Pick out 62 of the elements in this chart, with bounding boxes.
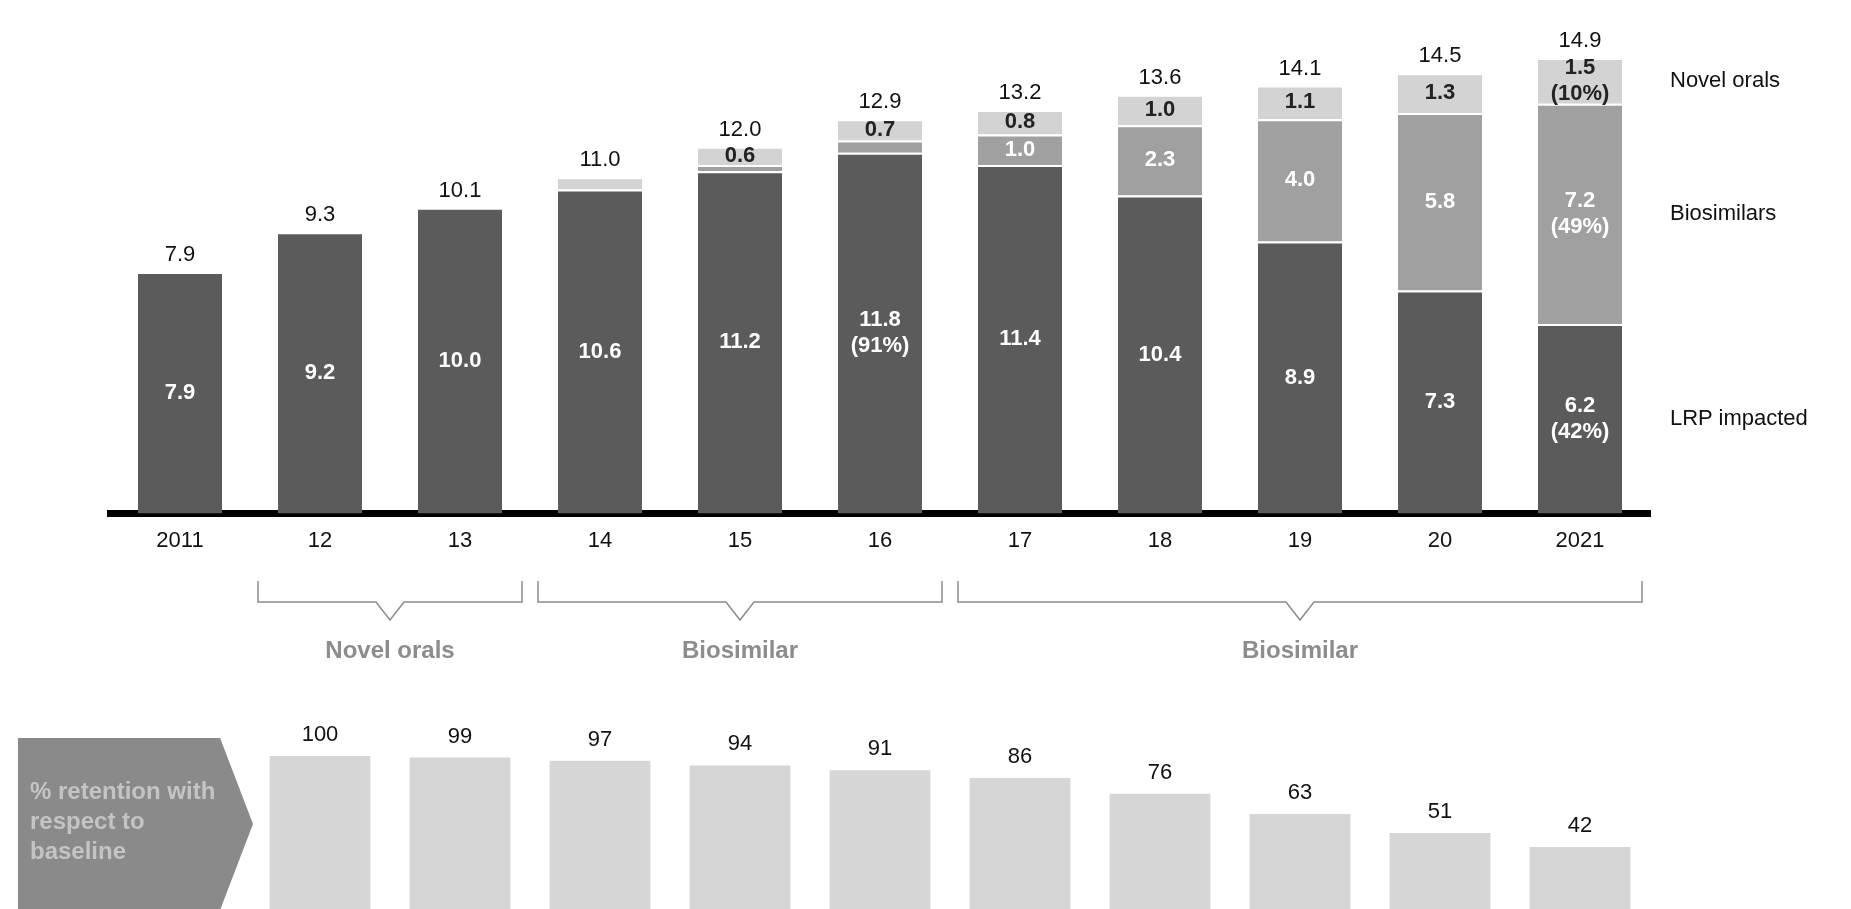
- data-label: 10.6: [578, 337, 622, 363]
- data-label: 1.3: [1424, 79, 1456, 105]
- x-tick-label: 18: [1147, 526, 1173, 552]
- text: Novel orals: [1670, 67, 1781, 92]
- total-label: 12.0: [718, 115, 762, 141]
- data-label: 42: [1567, 812, 1593, 838]
- data-label: 11.4: [999, 325, 1042, 351]
- x-tick-label: 12: [307, 526, 333, 552]
- total-label: 14.9: [1558, 27, 1602, 53]
- total-label: 11.0: [579, 146, 621, 172]
- total-label: 14.5: [1418, 42, 1462, 68]
- x-tick-label: 19: [1287, 526, 1313, 552]
- data-label: 11.8 (91%): [850, 306, 910, 358]
- data-label: 97: [587, 725, 613, 751]
- data-label: 1.0: [1004, 135, 1036, 161]
- x-tick-label: 20: [1427, 526, 1453, 552]
- data-label: 100: [301, 721, 339, 747]
- x-tick-label: 13: [447, 526, 473, 552]
- data-label: 9.2: [304, 359, 336, 385]
- total-label: 13.6: [1138, 63, 1182, 89]
- data-label: 1.1: [1284, 88, 1316, 114]
- data-label: 51: [1427, 797, 1453, 823]
- data-label: 4.0: [1284, 166, 1316, 192]
- text: Biosimilar: [680, 636, 799, 664]
- data-label: 10.0: [438, 346, 482, 372]
- data-label: 5.8: [1424, 187, 1456, 213]
- text: Biosimilars: [1670, 200, 1777, 226]
- data-label: 7.9: [164, 378, 196, 404]
- text: LRP impacted: [1670, 404, 1808, 430]
- data-label: 99: [447, 722, 473, 748]
- x-tick-label: 15: [727, 526, 753, 552]
- data-label: 91: [867, 735, 893, 761]
- data-label: 76: [1147, 758, 1173, 784]
- data-label: 8.9: [1284, 363, 1316, 389]
- y-axis-title: % retention with respect to baseline: [30, 776, 217, 866]
- text: Biosimilar: [1240, 636, 1359, 664]
- data-label: 94: [727, 730, 753, 756]
- data-label: 0.7: [864, 115, 896, 141]
- data-label: 0.6: [724, 141, 756, 167]
- total-label: 7.9: [164, 241, 196, 267]
- total-label: 10.1: [438, 176, 482, 202]
- data-label: 11.2: [719, 328, 761, 354]
- total-label: 13.2: [998, 79, 1042, 105]
- total-label: 14.1: [1278, 54, 1322, 80]
- x-tick-label: 14: [587, 526, 613, 552]
- x-tick-label: 2021: [1555, 526, 1605, 552]
- x-tick-label: 16: [867, 526, 893, 552]
- data-label: 2.3: [1144, 146, 1176, 172]
- data-label: 7.2 (49%): [1550, 187, 1610, 239]
- data-label: 1.0: [1144, 96, 1176, 122]
- data-label: 7.3: [1424, 388, 1456, 414]
- total-label: 12.9: [858, 88, 902, 114]
- data-label: 86: [1007, 743, 1033, 769]
- data-label: 1.5 (10%): [1550, 54, 1610, 105]
- data-label: 0.8: [1004, 108, 1036, 134]
- data-label: 6.2 (42%): [1550, 391, 1610, 443]
- text: Novel orals: [324, 636, 456, 664]
- total-label: 9.3: [304, 201, 336, 227]
- x-tick-label: 17: [1007, 526, 1033, 552]
- x-tick-label: 2011: [156, 526, 204, 552]
- data-label: 63: [1287, 779, 1313, 805]
- data-label: 10.4: [1138, 340, 1183, 366]
